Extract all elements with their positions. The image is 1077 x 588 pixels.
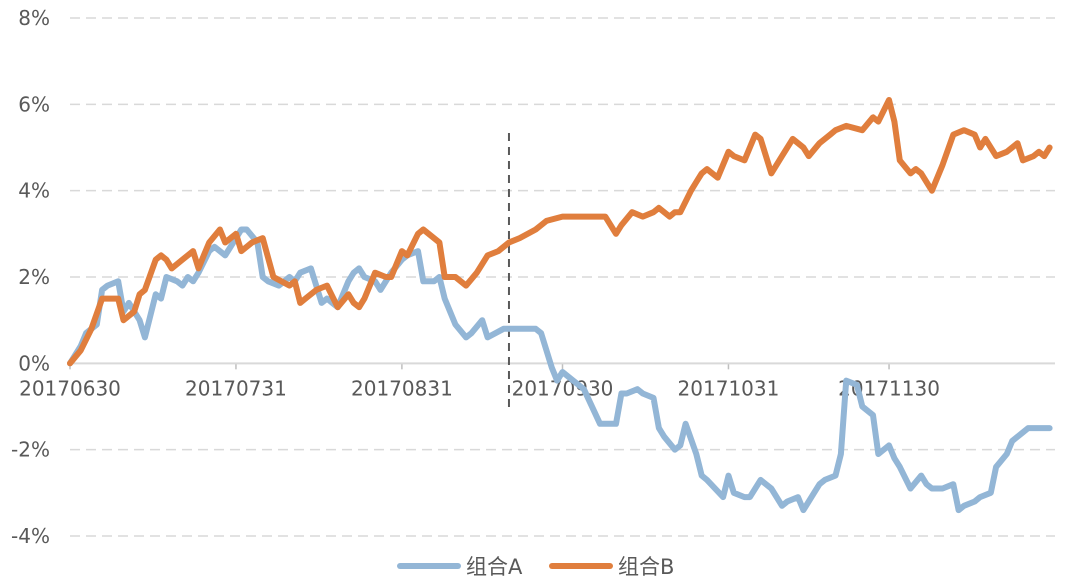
y-tick-label: -2%: [11, 438, 50, 462]
x-axis-ticks: 20170630 20170731 20170831 20170930 20171031…: [19, 363, 940, 400]
y-tick-label: -4%: [11, 524, 50, 548]
gridlines: [70, 17, 1055, 537]
x-tick-label: 20170831: [351, 376, 453, 400]
y-axis-ticks: -4% -2% 0% 2% 4% 6% 8%: [11, 6, 50, 548]
x-tick-label: 20170930: [512, 376, 614, 400]
legend-label-1: 组合A: [466, 555, 523, 579]
y-tick-label: 0%: [18, 351, 50, 375]
series-line-2: [67, 97, 1053, 367]
y-tick-label: 4%: [18, 179, 50, 203]
y-tick-label: 2%: [18, 265, 50, 289]
legend: 组合A 组合B: [397, 555, 674, 579]
series-line-1: [67, 226, 1053, 514]
y-tick-label: 6%: [18, 92, 50, 116]
x-tick-label: 20170630: [19, 376, 121, 400]
x-tick-label: 20171031: [678, 376, 780, 400]
x-tick-label: 20170731: [185, 376, 287, 400]
x-tick-label: 20171130: [838, 376, 940, 400]
legend-label-2: 组合B: [618, 555, 674, 579]
series-group: [67, 97, 1053, 514]
y-tick-label: 8%: [18, 6, 50, 30]
